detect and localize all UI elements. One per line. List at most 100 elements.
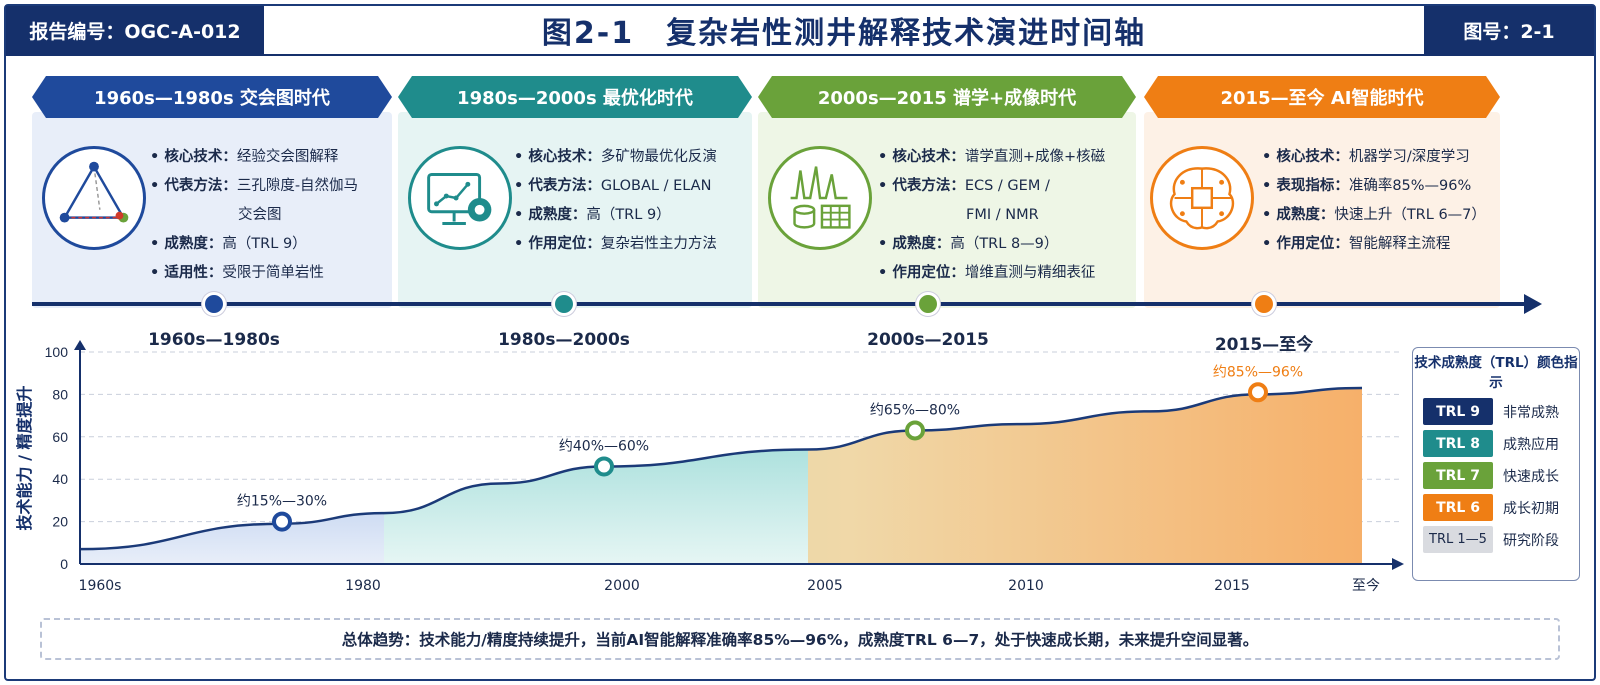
detail-key: • 成熟度： — [878, 236, 951, 252]
x-tick-label: 2010 — [1008, 578, 1044, 594]
era-detail-row: • 作用定位：智能解释主流程 — [1262, 230, 1486, 259]
legend-badge: TRL 8 — [1423, 430, 1493, 457]
legend-item: TRL 8 成熟应用 — [1423, 430, 1579, 457]
crossplot-triangle-icon — [42, 146, 146, 250]
trl-legend: 技术成熟度（TRL）颜色指示 TRL 9 非常成熟 TRL 8 成熟应用 TRL 7 快速… — [1412, 347, 1580, 581]
capability-area-chart: 0 20 40 60 80 100 技术能力 / 精度提升 1960s 1980 2000 2005… — [15, 340, 1404, 594]
detail-value: 快速上升（TRL 6—7） — [1334, 207, 1486, 223]
x-tick-label: 至今 — [1352, 578, 1380, 594]
y-axis-label: 技术能力 / 精度提升 — [15, 386, 34, 531]
legend-badge: TRL 6 — [1423, 494, 1493, 521]
legend-badge: TRL 1—5 — [1423, 526, 1493, 553]
era-detail-row: • 核心技术：多矿物最优化反演 — [514, 143, 717, 172]
data-point-marker — [594, 456, 614, 477]
era-detail-row: • 作用定位：增维直测与精细表征 — [878, 259, 1105, 288]
x-tick-label: 1960s — [79, 578, 122, 594]
timeline-dot — [916, 292, 940, 316]
era-heading: 1980s—2000s 最优化时代 — [398, 76, 752, 118]
legend-item: TRL 7 快速成长 — [1423, 462, 1579, 489]
y-tick-label: 20 — [52, 514, 68, 530]
legend-item: TRL 6 成长初期 — [1423, 494, 1579, 521]
timeline-dot — [202, 292, 226, 316]
legend-label: 快速成长 — [1503, 468, 1559, 485]
detail-value: 受限于简单岩性 — [222, 265, 324, 281]
era-detail-row: • 表现指标：准确率85%—96% — [1262, 172, 1486, 201]
legend-label: 研究阶段 — [1503, 532, 1559, 549]
data-label: 约15%—30% — [237, 494, 327, 510]
y-tick-label: 100 — [45, 344, 69, 360]
timeline-label: 1980s—2000s — [498, 330, 630, 350]
data-point-marker — [1248, 382, 1268, 403]
era-detail-row: • 成熟度：高（TRL 8—9） — [878, 230, 1105, 259]
detail-value: 准确率85%—96% — [1348, 178, 1472, 194]
detail-value: GLOBAL / ELAN — [600, 178, 712, 194]
timeline-label: 2000s—2015 — [867, 330, 989, 350]
figure-frame — [4, 4, 1596, 681]
era-details: • 核心技术：谱学直测+成像+核磁 • 代表方法：ECS / GEM / FMI /… — [878, 143, 1105, 288]
detail-key: • 成熟度： — [1262, 207, 1335, 223]
era-detail-row: • 成熟度：高（TRL 9） — [514, 201, 717, 230]
y-tick-label: 60 — [52, 429, 68, 445]
detail-value: 增维直测与精细表征 — [964, 265, 1096, 281]
era-heading: 2000s—2015 谱学+成像时代 — [758, 76, 1136, 118]
detail-key: • 成熟度： — [150, 236, 223, 252]
monitor-gear-icon — [408, 146, 512, 250]
y-tick-label: 80 — [52, 386, 68, 402]
legend-item: TRL 9 非常成熟 — [1423, 398, 1579, 425]
detail-value: 高（TRL 9） — [586, 207, 671, 223]
area-segment-trl9 — [80, 513, 384, 564]
y-axis-arrow-icon — [74, 340, 86, 350]
y-tick-label: 0 — [60, 556, 68, 572]
x-tick-label: 2015 — [1214, 578, 1250, 594]
spectrum-database-icon — [768, 146, 872, 250]
detail-value: 三孔隙度-自然伽马 — [236, 178, 359, 194]
era-detail-row: • 成熟度：高（TRL 9） — [150, 230, 358, 259]
detail-value: 高（TRL 9） — [222, 236, 307, 252]
report-number: 报告编号：OGC-A-012 — [6, 6, 264, 54]
era-heading: 1960s—1980s 交会图时代 — [32, 76, 392, 118]
detail-key: • 核心技术： — [150, 149, 237, 165]
y-tick-label: 40 — [52, 471, 68, 487]
detail-value: FMI / NMR — [966, 207, 1039, 223]
capability-curve — [79, 386, 1363, 551]
era-detail-row: FMI / NMR — [878, 201, 1105, 230]
era-detail-row: • 代表方法：ECS / GEM / — [878, 172, 1105, 201]
timeline-axis — [32, 302, 1532, 306]
area-segment-trl6-7 — [808, 388, 1362, 564]
era-detail-row: • 核心技术：机器学习/深度学习 — [1262, 143, 1486, 172]
era-detail-row: 交会图 — [150, 201, 358, 230]
data-label: 约40%—60% — [559, 438, 649, 454]
era-details: • 核心技术：机器学习/深度学习 • 表现指标：准确率85%—96% • 成熟度：快… — [1262, 143, 1486, 259]
era-detail-row: • 代表方法：三孔隙度-自然伽马 — [150, 172, 358, 201]
ai-brain-chip-icon — [1150, 146, 1254, 250]
detail-value: 经验交会图解释 — [236, 149, 339, 165]
legend-item: TRL 1—5 研究阶段 — [1423, 526, 1579, 553]
detail-value: 机器学习/深度学习 — [1348, 149, 1470, 165]
header-divider — [6, 54, 1594, 56]
detail-key: • 核心技术： — [878, 149, 965, 165]
timeline-dot — [552, 292, 576, 316]
timeline-label: 2015—至今 — [1214, 335, 1314, 355]
figure-number: 图号：2-1 — [1424, 6, 1594, 54]
x-axis-arrow-icon — [1392, 558, 1404, 570]
data-point-marker — [272, 511, 292, 532]
legend-label: 非常成熟 — [1503, 404, 1559, 421]
detail-key: • 作用定位： — [878, 265, 965, 281]
data-point-marker — [905, 420, 925, 441]
detail-key: • 作用定位： — [1262, 236, 1349, 252]
detail-value: 交会图 — [238, 207, 282, 223]
era-heading: 2015—至今 AI智能时代 — [1144, 76, 1500, 118]
detail-key: • 适用性： — [150, 265, 223, 281]
legend-badge: TRL 9 — [1423, 398, 1493, 425]
timeline-dot — [1252, 292, 1276, 316]
detail-key: • 核心技术： — [514, 149, 601, 165]
era-detail-row: • 核心技术：谱学直测+成像+核磁 — [878, 143, 1105, 172]
detail-value: 谱学直测+成像+核磁 — [964, 149, 1106, 165]
summary-footer: 总体趋势：技术能力/精度持续提升，当前AI智能解释准确率85%—96%，成熟度T… — [40, 618, 1560, 660]
legend-label: 成长初期 — [1503, 500, 1559, 517]
legend-title: 技术成熟度（TRL）颜色指示 — [1414, 355, 1578, 391]
area-segment-trl8 — [384, 449, 808, 564]
x-tick-label: 2005 — [807, 578, 843, 594]
x-tick-label: 1980 — [345, 578, 381, 594]
data-label: 约85%—96% — [1213, 364, 1303, 380]
